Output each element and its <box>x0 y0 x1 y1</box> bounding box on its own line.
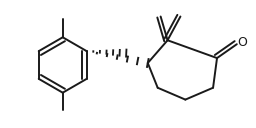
Text: O: O <box>237 36 247 49</box>
